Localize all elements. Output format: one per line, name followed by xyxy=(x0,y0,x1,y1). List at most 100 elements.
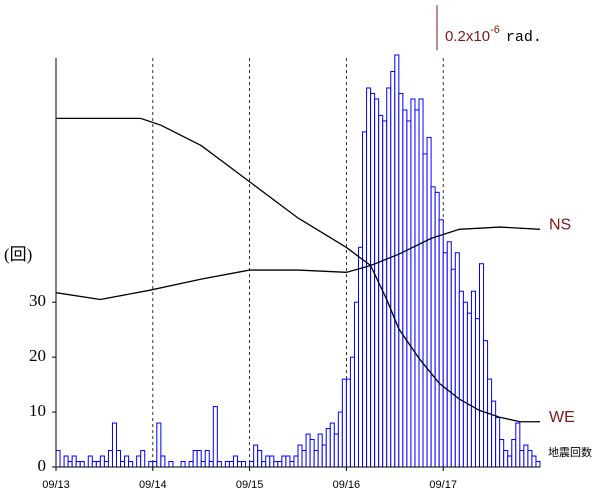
bar xyxy=(228,461,234,468)
bar xyxy=(519,450,525,468)
y-tick-label: 30 xyxy=(29,291,46,310)
bar xyxy=(277,461,283,468)
x-tick-label: 09/14 xyxy=(139,479,167,491)
bar xyxy=(386,87,392,468)
bar xyxy=(152,461,158,468)
bar xyxy=(237,461,243,468)
y-tick-label: 20 xyxy=(29,346,46,365)
bar xyxy=(297,444,303,468)
x-tick-label: 09/15 xyxy=(236,479,264,491)
bar xyxy=(200,461,206,468)
bar xyxy=(406,120,412,468)
bar xyxy=(128,461,134,468)
bar xyxy=(438,219,444,468)
bar xyxy=(188,461,194,468)
bar xyxy=(321,444,327,468)
y-tick-label: 0 xyxy=(38,456,47,475)
bar xyxy=(305,433,311,468)
bar xyxy=(362,131,368,468)
bar xyxy=(180,461,186,468)
bar xyxy=(253,444,259,468)
bar xyxy=(390,70,396,468)
bar xyxy=(349,356,355,468)
bar xyxy=(103,461,109,468)
bar xyxy=(87,455,93,468)
bar xyxy=(414,109,420,468)
bar xyxy=(474,318,481,468)
bar xyxy=(487,378,493,468)
bar xyxy=(462,301,468,468)
bar xyxy=(136,455,142,468)
bar xyxy=(91,461,97,468)
bar xyxy=(329,422,335,468)
bar xyxy=(470,290,476,468)
bar xyxy=(479,263,485,468)
bar xyxy=(458,290,464,468)
bar xyxy=(265,455,271,468)
bar xyxy=(79,461,85,468)
bar xyxy=(523,444,529,468)
bar xyxy=(148,461,154,468)
bar xyxy=(495,417,501,468)
bar xyxy=(120,461,126,468)
bar xyxy=(156,422,162,468)
x-tick-label: 09/17 xyxy=(429,479,457,491)
bar xyxy=(446,241,452,468)
bar xyxy=(454,252,460,468)
y-tick-label: 10 xyxy=(29,401,46,420)
bar xyxy=(535,461,541,468)
bar xyxy=(269,455,275,468)
bar xyxy=(418,98,424,468)
bar xyxy=(95,461,101,468)
bar xyxy=(204,450,210,468)
bar xyxy=(309,439,315,468)
bar xyxy=(402,109,408,468)
bar xyxy=(333,433,339,468)
bar xyxy=(366,87,372,468)
bar xyxy=(124,455,130,468)
bar xyxy=(337,411,343,468)
bar xyxy=(285,455,291,468)
bar xyxy=(111,422,118,468)
bar xyxy=(67,461,73,468)
bar xyxy=(370,92,376,468)
bar xyxy=(317,433,323,468)
bar xyxy=(249,461,255,468)
bar xyxy=(281,455,287,468)
scale-label-base: 0.2x10 xyxy=(445,28,490,45)
bar xyxy=(422,153,428,468)
bar xyxy=(394,54,400,468)
bar xyxy=(196,450,202,468)
bar xyxy=(398,92,404,468)
bar xyxy=(212,406,218,468)
series-label: WE xyxy=(549,409,575,426)
bar xyxy=(55,450,61,468)
bar xyxy=(257,450,263,468)
bar xyxy=(63,455,69,468)
tilt-line xyxy=(55,226,541,301)
bar xyxy=(466,312,472,468)
bar xyxy=(434,191,440,468)
bar xyxy=(358,246,364,468)
bar xyxy=(410,98,416,468)
x-tick-label: 09/16 xyxy=(333,479,361,491)
bar xyxy=(313,450,319,468)
scale-label-exp: -6 xyxy=(490,24,500,36)
scale-label: 0.2x10-6 rad. xyxy=(445,24,542,46)
bar xyxy=(293,455,299,468)
bar xyxy=(507,455,513,468)
bar xyxy=(232,455,238,468)
bar xyxy=(261,461,267,468)
bar xyxy=(515,422,521,468)
bar xyxy=(216,461,222,468)
bar xyxy=(140,450,146,468)
count-label: 地震回数 xyxy=(548,446,592,459)
bar xyxy=(75,461,81,468)
bar xyxy=(527,450,533,468)
bar xyxy=(241,461,247,468)
bar xyxy=(483,340,489,468)
bar xyxy=(116,450,122,468)
scale-label-unit: rad. xyxy=(506,29,542,46)
tilt-line xyxy=(56,117,540,423)
